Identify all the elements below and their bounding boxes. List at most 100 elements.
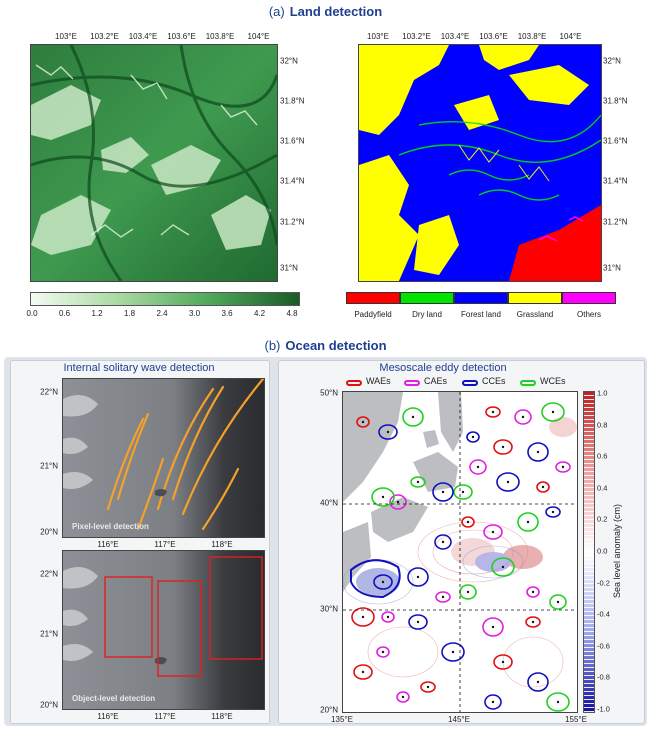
eddy-center <box>551 510 555 514</box>
eddy-title: Mesoscale eddy detection <box>379 362 507 374</box>
section-b-title: (b) Ocean detection <box>0 338 651 353</box>
eddy-center <box>411 415 415 419</box>
land-class-swatch <box>400 292 454 304</box>
section-b-label: (b) <box>264 338 281 353</box>
eddy-contour-large <box>350 559 401 599</box>
sla-colorbar <box>583 391 595 713</box>
eddy-legend-label: CCEs <box>482 376 506 386</box>
eddy-center <box>501 565 505 569</box>
eddy-center <box>441 540 445 544</box>
eddy-contour <box>482 617 504 637</box>
eddy-contour <box>493 654 513 670</box>
eddy-contour <box>371 487 395 507</box>
land-left-lon-tick: 103.4°E <box>128 32 158 41</box>
land-left-lat-tick: 31.2°N <box>280 217 305 227</box>
eddy-center <box>396 500 400 504</box>
eddy-center <box>491 410 495 414</box>
eddy-center <box>541 485 545 489</box>
eddy-lon-tick: 145°E <box>448 715 470 724</box>
eddy-contour <box>441 642 465 662</box>
eddy-contour <box>485 406 501 418</box>
elevation-colorbar-tick: 0.0 <box>26 309 38 318</box>
land-class-label: Dry land <box>412 310 442 319</box>
eddy-center <box>526 520 530 524</box>
eddy-lat-tick: 50°N <box>320 388 338 398</box>
land-left-lat-tick: 31.4°N <box>280 176 305 186</box>
eddy-lat-tick: 30°N <box>320 604 338 614</box>
eddy-center <box>556 600 560 604</box>
elevation-colorbar <box>30 292 300 306</box>
eddy-center <box>501 445 505 449</box>
land-right-lat-tick: 31°N <box>603 263 621 273</box>
eddy-contour <box>378 424 398 440</box>
eddy-lon-tick: 135°E <box>331 715 353 724</box>
eddy-contour <box>402 407 424 427</box>
eddy-center <box>491 530 495 534</box>
sla-colorbar-tick: 0.4 <box>597 483 608 493</box>
sla-colorbar-tick: 0.8 <box>597 420 608 430</box>
land-class-swatch <box>508 292 562 304</box>
eddy-contour <box>353 664 373 680</box>
eddy-contour <box>545 506 561 518</box>
land-class-swatch <box>562 292 616 304</box>
eddy-contour <box>555 461 571 473</box>
eddy-center <box>506 480 510 484</box>
land-class-label: Forest land <box>460 310 502 319</box>
eddy-center <box>441 595 445 599</box>
eddy-center <box>426 685 430 689</box>
eddy-legend-swatch <box>404 380 420 386</box>
section-b-text: Ocean detection <box>285 338 387 353</box>
eddy-center <box>561 465 565 469</box>
eddy-contour <box>461 516 475 528</box>
eddy-legend-swatch <box>346 380 362 386</box>
eddy-contour <box>536 481 550 493</box>
elevation-colorbar-tick: 4.2 <box>253 309 266 318</box>
eddy-contour <box>514 409 532 425</box>
eddy-center <box>451 650 455 654</box>
isw-pixel-image <box>62 378 265 538</box>
eddy-center <box>401 695 405 699</box>
eddy-legend-label: WAEs <box>366 376 391 386</box>
eddy-contour <box>453 484 473 500</box>
eddy-contour <box>410 476 426 488</box>
land-right-lat-tick: 31.2°N <box>603 217 628 227</box>
eddy-center <box>466 520 470 524</box>
land-right-lon-tick: 104°E <box>559 32 582 41</box>
elevation-colorbar-tick: 4.8 <box>286 309 298 318</box>
eddy-legend-swatch <box>462 380 478 386</box>
isw-lon-tick: 118°E <box>211 540 233 549</box>
eddy-contour <box>517 512 539 532</box>
isw-lat-tick: 20°N <box>40 700 58 710</box>
eddy-contour <box>435 591 451 603</box>
elevation-colorbar-tick: 1.8 <box>123 309 136 318</box>
eddy-contour <box>420 681 436 693</box>
eddy-contour <box>484 694 502 710</box>
eddy-center <box>361 615 365 619</box>
eddy-lon-tick: 155°E <box>565 715 587 724</box>
isw-lon-tick: 116°E <box>97 540 119 549</box>
eddy-center <box>501 660 505 664</box>
eddy-contour <box>546 692 570 712</box>
isw-lat-tick: 20°N <box>40 527 58 537</box>
sla-colorbar-tick: 0.2 <box>597 514 608 524</box>
eddy-center <box>381 495 385 499</box>
isw-object-image <box>62 550 265 710</box>
section-a-title: (a) Land detection <box>0 4 651 19</box>
eddy-contour <box>396 691 410 703</box>
sla-colorbar-tick: -0.6 <box>597 641 610 651</box>
land-left-lon-tick: 103°E <box>55 32 77 41</box>
sla-colorbar-tick: -0.4 <box>597 609 610 619</box>
eddy-map <box>342 391 578 713</box>
eddy-contour <box>549 594 567 610</box>
eddy-contour <box>381 611 395 623</box>
sla-colorbar-label: Sea level anomaly (cm) <box>612 503 622 599</box>
land-class-label: Grassland <box>516 310 554 319</box>
eddy-center <box>381 580 385 584</box>
section-a-label: (a) <box>268 4 285 19</box>
eddy-contour <box>432 482 454 502</box>
eddy-center <box>471 435 475 439</box>
isw-lon-tick: 118°E <box>211 712 233 721</box>
elevation-colorbar-tick: 1.2 <box>91 309 103 318</box>
eddy-contour <box>491 557 515 577</box>
eddy-center <box>476 465 480 469</box>
